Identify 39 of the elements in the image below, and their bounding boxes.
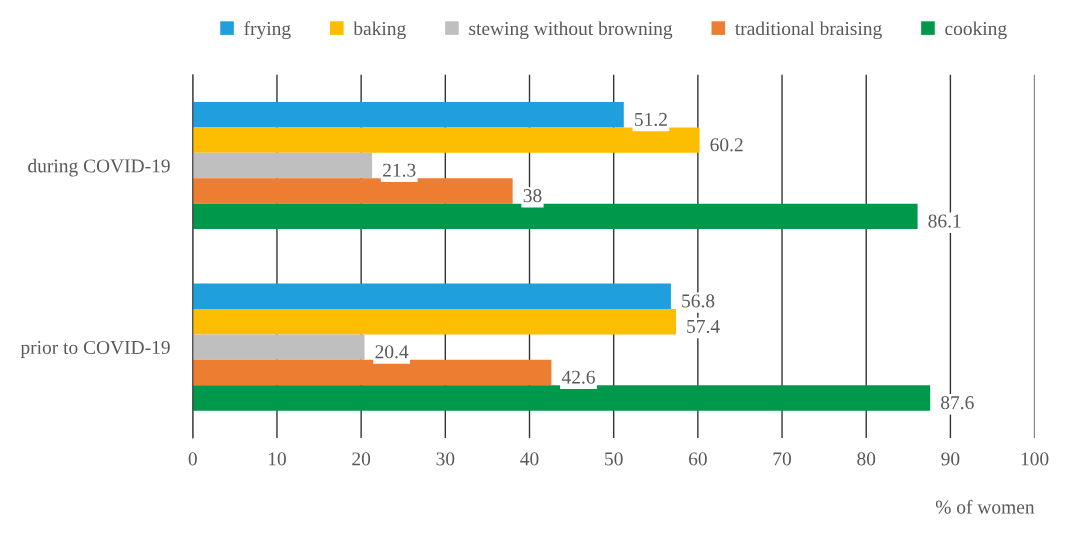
bar [192,283,671,309]
bar [192,334,365,360]
x-tick-label: 10 [268,452,286,466]
x-tick-label: 50 [605,452,623,466]
x-tick-label: 100 [1021,452,1049,466]
data-label: 42.6 [561,370,595,384]
data-label: 38 [523,189,542,203]
x-axis-title: % of women [935,499,1035,514]
x-tick-label: 60 [688,452,707,466]
data-label: 51.2 [635,112,667,127]
y-tick-label: prior to COVID-19 [20,340,170,358]
x-tick-label: 40 [520,452,539,466]
x-tick-label: 90 [941,452,960,466]
data-label: 21.3 [383,163,416,177]
data-label: 20.4 [375,345,409,359]
bar [192,101,624,128]
data-label: 60.2 [710,138,743,152]
bar [192,178,513,204]
data-label: 57.4 [687,319,720,333]
x-tick-label: 20 [352,452,371,466]
bar [192,152,373,179]
legend-label: cooking [945,21,1007,40]
bar [192,203,918,230]
data-label: 86.1 [928,214,961,228]
y-tick-label: during COVID-19 [28,158,170,177]
legend-label: baking [353,21,406,40]
bar [192,385,931,411]
data-label: 56.8 [682,294,715,308]
bar [192,127,700,153]
x-tick-label: 0 [188,452,197,466]
x-tick-label: 80 [857,452,876,466]
legend-label: stewing without browning [469,21,673,40]
x-tick-label: 70 [773,452,792,466]
data-label: 87.6 [941,396,974,410]
x-tick-label: 30 [436,452,455,466]
bar [192,308,676,335]
bar [192,359,552,386]
legend-label: frying [244,21,291,40]
legend-label: traditional braising [735,21,882,40]
